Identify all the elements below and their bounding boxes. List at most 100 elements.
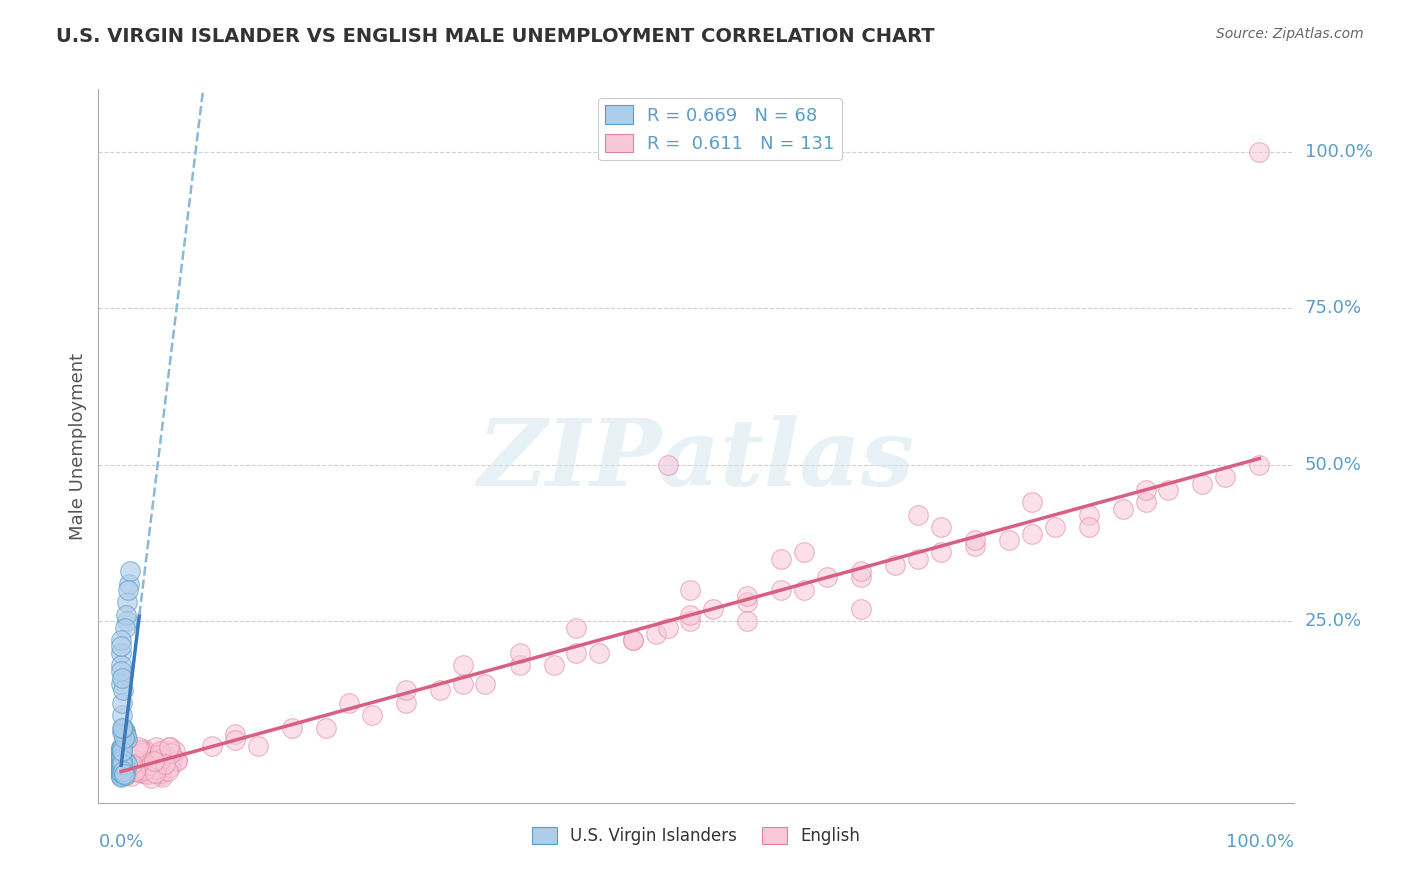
- Point: [1043, 520, 1066, 534]
- Point: [149, 765, 172, 780]
- Point: [124, 754, 146, 768]
- Point: [509, 658, 531, 673]
- Point: [110, 756, 132, 771]
- Point: [115, 731, 138, 746]
- Point: [111, 743, 134, 757]
- Point: [1077, 508, 1099, 522]
- Point: [112, 731, 135, 745]
- Point: [141, 761, 163, 775]
- Point: [145, 761, 167, 775]
- Point: [679, 607, 702, 622]
- Point: [110, 762, 132, 776]
- Point: [907, 551, 929, 566]
- Point: [143, 765, 166, 780]
- Point: [110, 754, 132, 768]
- Point: [702, 601, 724, 615]
- Point: [145, 739, 167, 754]
- Point: [146, 748, 169, 763]
- Point: [110, 740, 132, 755]
- Point: [134, 761, 156, 775]
- Point: [111, 740, 134, 755]
- Point: [929, 545, 952, 559]
- Point: [1135, 495, 1157, 509]
- Point: [121, 756, 143, 771]
- Point: [128, 739, 150, 754]
- Point: [145, 762, 167, 776]
- Text: 100.0%: 100.0%: [1305, 143, 1372, 161]
- Point: [141, 755, 163, 769]
- Point: [111, 724, 134, 739]
- Point: [111, 721, 134, 735]
- Point: [110, 752, 132, 766]
- Point: [110, 658, 132, 673]
- Point: [224, 727, 246, 741]
- Point: [735, 614, 758, 628]
- Point: [110, 764, 132, 779]
- Text: Source: ZipAtlas.com: Source: ZipAtlas.com: [1216, 27, 1364, 41]
- Point: [134, 745, 156, 759]
- Point: [110, 665, 132, 679]
- Point: [159, 760, 181, 774]
- Point: [1157, 483, 1180, 497]
- Point: [132, 741, 155, 756]
- Point: [115, 761, 138, 775]
- Point: [1021, 526, 1043, 541]
- Point: [139, 758, 162, 772]
- Point: [657, 621, 679, 635]
- Point: [114, 723, 136, 738]
- Point: [770, 582, 793, 597]
- Point: [337, 696, 360, 710]
- Point: [131, 766, 153, 780]
- Point: [110, 763, 132, 777]
- Point: [110, 765, 132, 780]
- Point: [127, 763, 149, 777]
- Point: [166, 755, 188, 769]
- Point: [1249, 145, 1271, 159]
- Point: [160, 754, 183, 768]
- Point: [122, 758, 145, 772]
- Point: [117, 759, 139, 773]
- Point: [451, 658, 474, 673]
- Text: 50.0%: 50.0%: [1305, 456, 1361, 474]
- Legend: U.S. Virgin Islanders, English: U.S. Virgin Islanders, English: [524, 820, 868, 852]
- Point: [157, 764, 180, 779]
- Point: [139, 771, 162, 785]
- Text: U.S. VIRGIN ISLANDER VS ENGLISH MALE UNEMPLOYMENT CORRELATION CHART: U.S. VIRGIN ISLANDER VS ENGLISH MALE UNE…: [56, 27, 935, 45]
- Point: [110, 770, 132, 784]
- Point: [114, 758, 136, 772]
- Text: 25.0%: 25.0%: [1305, 612, 1362, 631]
- Point: [110, 752, 132, 766]
- Point: [149, 753, 172, 767]
- Point: [115, 614, 138, 628]
- Point: [115, 595, 138, 609]
- Point: [110, 742, 132, 756]
- Point: [118, 576, 141, 591]
- Point: [1112, 501, 1135, 516]
- Point: [112, 767, 135, 781]
- Point: [451, 677, 474, 691]
- Point: [110, 766, 132, 780]
- Point: [128, 749, 150, 764]
- Point: [565, 621, 588, 635]
- Point: [588, 646, 610, 660]
- Point: [153, 757, 176, 772]
- Point: [110, 766, 132, 780]
- Point: [849, 564, 872, 578]
- Point: [110, 769, 132, 783]
- Point: [1021, 495, 1043, 509]
- Point: [679, 614, 702, 628]
- Point: [152, 744, 174, 758]
- Point: [110, 751, 132, 765]
- Point: [138, 766, 160, 780]
- Point: [849, 601, 872, 615]
- Text: 0.0%: 0.0%: [98, 833, 143, 851]
- Point: [657, 458, 679, 472]
- Point: [115, 729, 138, 743]
- Point: [120, 769, 142, 783]
- Point: [127, 743, 149, 757]
- Point: [110, 768, 132, 782]
- Point: [360, 708, 382, 723]
- Point: [110, 746, 132, 760]
- Point: [963, 533, 986, 547]
- Point: [115, 757, 138, 772]
